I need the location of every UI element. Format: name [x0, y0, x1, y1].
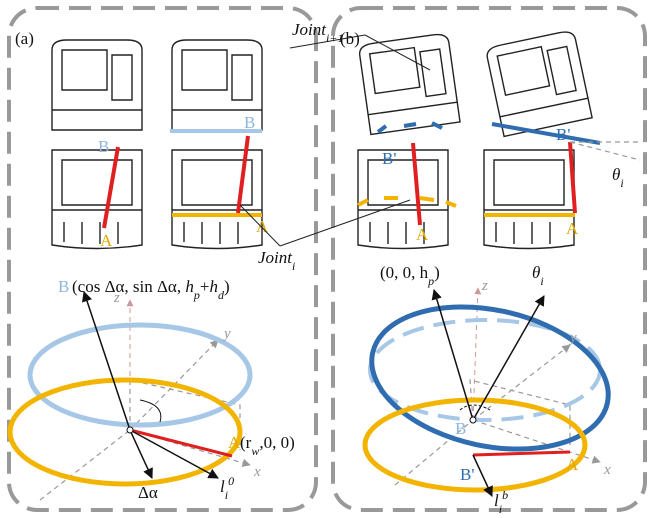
text-segment: i: [225, 488, 228, 502]
coordinate-label: (0, 0, hp): [380, 263, 440, 288]
text-segment: i: [620, 176, 623, 190]
text-segment: Joint: [258, 248, 293, 267]
point-label: A: [566, 455, 579, 474]
point-label: A: [566, 219, 579, 238]
text-segment: (r: [240, 433, 252, 452]
text-segment: (cos Δα, sin Δα,: [72, 277, 185, 296]
point-label: B: [58, 277, 69, 296]
page: (a) B A B A (b) B' A B' A θi Jointi+1 Jo…: [0, 0, 654, 518]
coordinate-label: (cos Δα, sin Δα, hp+hd): [72, 277, 230, 302]
text-segment: i: [540, 274, 543, 288]
angle-label: θi: [612, 165, 624, 190]
text-segment: i+1: [326, 31, 343, 45]
text-segment: h: [209, 277, 218, 296]
joint-sketch: [52, 40, 262, 249]
point-label: B': [556, 125, 570, 144]
point-label: A: [100, 231, 113, 250]
coordinate-label: (rw,0, 0): [240, 433, 295, 458]
axis-label: y: [568, 330, 577, 346]
text-segment: ,0, 0): [259, 433, 294, 452]
text-segment: i: [292, 259, 295, 273]
panel-label: (a): [15, 29, 34, 48]
text-segment: 0: [228, 474, 234, 488]
text-segment: +: [200, 277, 210, 296]
joint-label: Jointi: [258, 248, 295, 273]
text-segment: ): [434, 263, 440, 282]
point-label: B': [382, 149, 396, 168]
text-segment: p: [427, 274, 434, 288]
text-segment: i: [499, 502, 502, 516]
axis-label: y: [222, 326, 231, 342]
axis-label: x: [603, 462, 611, 478]
length-label: li0: [220, 474, 234, 502]
axis-label: x: [253, 464, 261, 480]
text-segment: ): [224, 277, 230, 296]
angle-label: θi: [532, 263, 544, 288]
text-segment: p: [193, 288, 200, 302]
text-segment: Joint: [292, 20, 327, 39]
point-label: B: [455, 419, 466, 438]
point-label: B': [460, 465, 474, 484]
axis-label: z: [481, 278, 488, 294]
text-segment: b: [502, 488, 508, 502]
point-label: A: [416, 225, 429, 244]
text-segment: h: [185, 277, 194, 296]
point-label: B: [98, 137, 109, 156]
text-segment: θ: [612, 165, 620, 184]
coordinate-diagram: [10, 292, 250, 500]
text-segment: (0, 0, h: [380, 263, 429, 282]
angle-label: Δα: [138, 483, 158, 502]
text-segment: w: [251, 444, 259, 458]
point-label: B: [244, 113, 255, 132]
figure: (a) B A B A (b) B' A B' A θi Jointi+1 Jo…: [0, 0, 654, 518]
joint-sketch: [358, 30, 640, 249]
axis-label: z: [113, 290, 120, 306]
text-segment: θ: [532, 263, 540, 282]
coordinate-diagram: [358, 287, 621, 496]
